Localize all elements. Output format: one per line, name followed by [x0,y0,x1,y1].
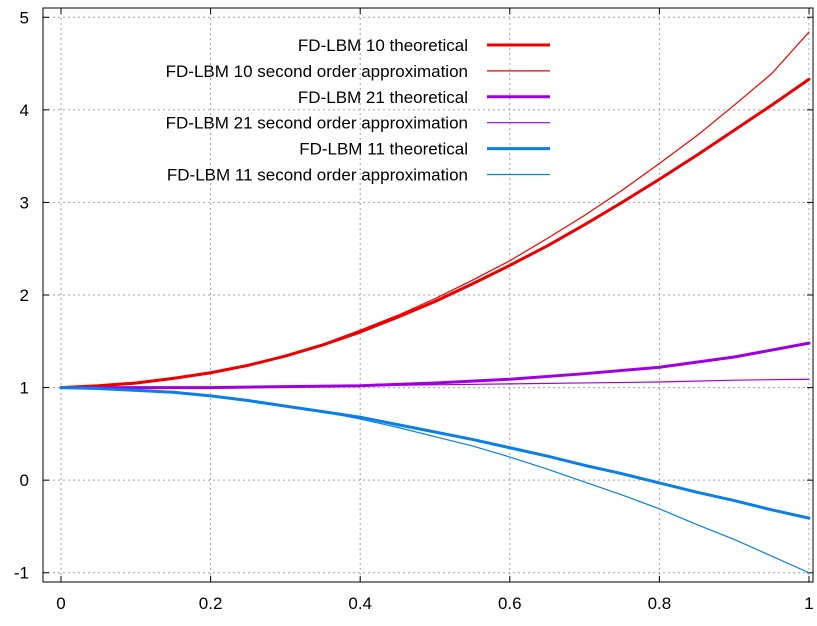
legend-label: FD-LBM 11 second order approximation [167,166,468,185]
series-line [60,386,810,574]
y-tick-label: 0 [20,471,29,490]
legend-label: FD-LBM 10 theoretical [298,36,468,55]
y-tick-label: -1 [14,564,29,583]
x-tick-label: 0.6 [498,594,522,613]
plot-series [59,31,811,574]
series-line [59,386,811,520]
y-tick-label: 4 [20,101,29,120]
y-tick-label: 3 [20,193,29,212]
legend: FD-LBM 10 theoretical FD-LBM 10 second or… [166,36,550,185]
legend-label: FD-LBM 21 second order approximation [166,114,468,133]
legend-label: FD-LBM 21 theoretical [298,88,468,107]
plot-frame [42,7,814,583]
y-tick-label: 5 [20,8,29,27]
y-tick-label: 2 [20,286,29,305]
x-tick-label: 0.8 [648,594,672,613]
y-tick-label: 1 [20,379,29,398]
series-line [60,31,810,389]
x-tick-label: 0.2 [199,594,223,613]
axis-ticks: 0 0.2 0.4 0.6 0.8 1 -1 0 1 2 3 4 5 [14,8,814,613]
legend-label: FD-LBM 10 second order approximation [166,62,468,81]
x-tick-label: 0.4 [348,594,372,613]
legend-label: FD-LBM 11 theoretical [299,140,468,159]
x-tick-label: 1 [804,594,813,613]
series-line [59,77,811,390]
grid [43,8,813,582]
x-tick-label: 0 [56,594,65,613]
series-line [60,378,810,389]
